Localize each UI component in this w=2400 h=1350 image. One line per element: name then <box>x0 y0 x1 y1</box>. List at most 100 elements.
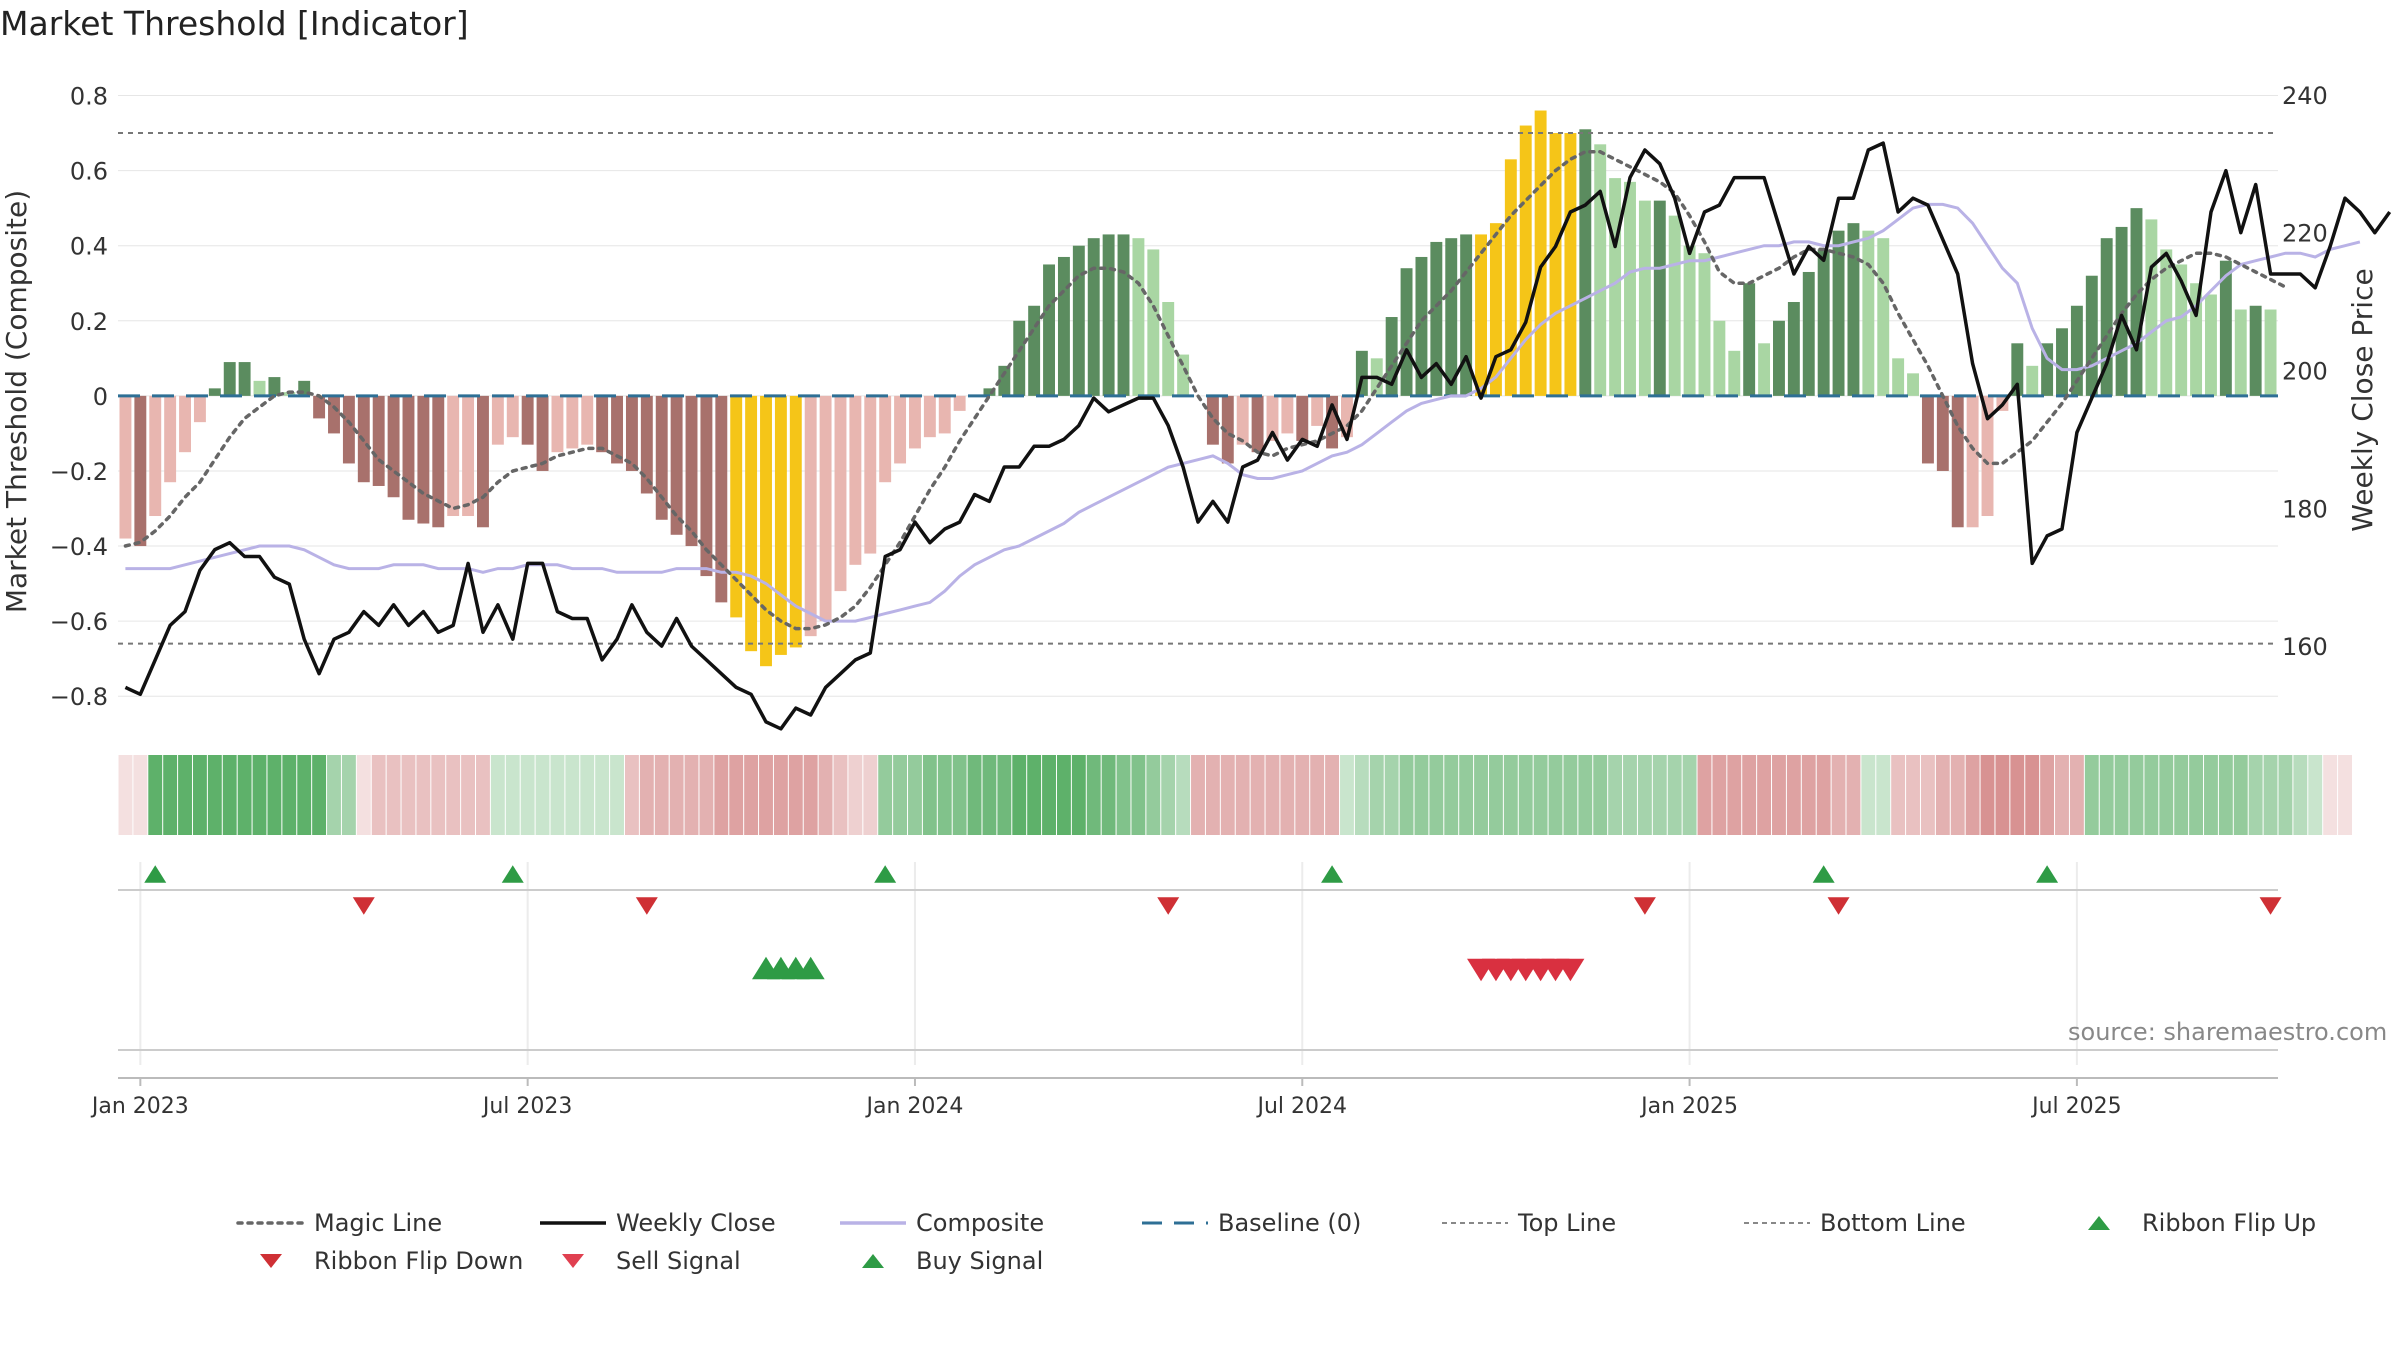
ribbon-cell <box>2308 755 2323 835</box>
ribbon-cell <box>386 755 401 835</box>
ribbon-cell <box>2189 755 2204 835</box>
composite-bar <box>2190 283 2203 396</box>
composite-bar <box>879 395 892 483</box>
composite-bar <box>1475 234 1487 396</box>
reference-lines <box>118 132 2278 645</box>
composite-bar <box>774 395 787 655</box>
composite-bar <box>611 395 623 464</box>
composite-bar <box>894 395 907 464</box>
ribbon-cell <box>624 755 639 835</box>
y-tick-label: 0.2 <box>70 308 108 336</box>
ribbon-cell <box>1459 755 1474 835</box>
composite-bar <box>983 388 996 396</box>
ribbon-cell <box>952 755 967 835</box>
y-tick-label: −0.8 <box>50 683 108 711</box>
composite-bar <box>179 395 191 453</box>
ribbon-cell <box>2263 755 2278 835</box>
ribbon-cell <box>1071 755 1086 835</box>
composite-bar <box>1981 395 1994 517</box>
ribbon-cell <box>461 755 476 835</box>
composite-bar <box>283 392 296 396</box>
ribbon-cell <box>2323 755 2338 835</box>
composite-bar <box>1549 133 1562 396</box>
composite-bar <box>1817 249 1830 396</box>
x-tick-label: Jul 2024 <box>1256 1094 1348 1119</box>
ribbon-cell <box>580 755 595 835</box>
ribbon-cell <box>1176 755 1191 835</box>
composite-bar <box>1043 264 1055 396</box>
composite-bar <box>849 395 862 565</box>
ribbon-cell <box>192 755 207 835</box>
composite-bar <box>2026 365 2039 396</box>
ribbon-cell <box>222 755 237 835</box>
ribbon-cell <box>2338 755 2352 835</box>
ribbon-cell <box>1980 755 1995 835</box>
ribbon-flip-down-marker <box>2259 897 2282 915</box>
x-tick-label: Jul 2023 <box>481 1094 573 1119</box>
ribbon-cell <box>1548 755 1563 835</box>
ribbon-cell <box>1310 755 1325 835</box>
composite-bar <box>2041 343 2054 396</box>
composite-bar <box>730 395 743 618</box>
sell-signal-marker <box>1556 958 1585 982</box>
ribbon-cell <box>476 755 490 835</box>
ribbon-flip-up-marker <box>874 865 897 883</box>
ribbon-cell <box>982 755 997 835</box>
ribbon-cell <box>1161 755 1176 835</box>
composite-bar <box>134 395 147 547</box>
ribbon-cell <box>1131 755 1146 835</box>
ribbon-cell <box>759 755 773 835</box>
ribbon-cell <box>1429 755 1444 835</box>
composite-bar <box>1132 238 1145 396</box>
ribbon-cell <box>1906 755 1920 835</box>
ribbon-cell <box>2144 755 2159 835</box>
composite-bar <box>208 388 221 396</box>
y2-tick-label: 240 <box>2282 82 2328 110</box>
composite-bar <box>1787 302 1800 396</box>
ribbon-flip-down-marker <box>1157 897 1180 915</box>
composite-bar <box>1936 395 1949 471</box>
y-tick-label: −0.6 <box>50 608 108 636</box>
composite-bar <box>938 395 951 434</box>
ribbon-cell <box>207 755 222 835</box>
ribbon-cell <box>1205 755 1220 835</box>
composite-bar <box>596 395 609 453</box>
composite-bar <box>804 395 817 637</box>
ribbon-cell <box>610 755 624 835</box>
composite-bar <box>1087 238 1100 396</box>
composite-bar <box>2205 294 2217 396</box>
ribbon-cell <box>1831 755 1846 835</box>
series-lines <box>123 141 2392 731</box>
composite-bar <box>119 395 132 539</box>
composite-bar <box>193 395 206 423</box>
ribbon-cell <box>2114 755 2129 835</box>
composite-bar <box>625 395 638 471</box>
ribbon-cell <box>2233 755 2248 835</box>
composite-bar <box>1355 350 1368 396</box>
ribbon-cell <box>297 755 312 835</box>
ribbon-cell <box>267 755 282 835</box>
composite-bar <box>745 395 758 652</box>
ribbon-cell <box>1876 755 1891 835</box>
composite-bar <box>432 395 445 528</box>
ribbon-cell <box>1742 755 1757 835</box>
composite-bar <box>223 362 236 396</box>
ribbon-cell <box>1280 755 1295 835</box>
x-axis: Jan 2023 Jul 2023 Jan 2024 Jul 2024 Jan 2025… <box>90 1077 2278 1119</box>
ribbon-cell <box>1325 755 1340 835</box>
ribbon-cell <box>1250 755 1265 835</box>
ribbon-cell <box>1816 755 1831 835</box>
ribbon-cell <box>729 755 744 835</box>
composite-bar <box>1057 256 1070 396</box>
ribbon-cell <box>1086 755 1101 835</box>
ribbon-cell <box>1414 755 1429 835</box>
y2-tick-label: 180 <box>2282 495 2328 523</box>
composite-bar <box>1415 256 1428 396</box>
composite-bar <box>834 395 847 592</box>
ribbon-cell <box>922 755 937 835</box>
ribbon-cell <box>1578 755 1593 835</box>
y-tick-label: 0.4 <box>70 233 108 261</box>
ribbon-cell <box>118 755 133 835</box>
ribbon-flip-up-marker <box>144 865 167 883</box>
